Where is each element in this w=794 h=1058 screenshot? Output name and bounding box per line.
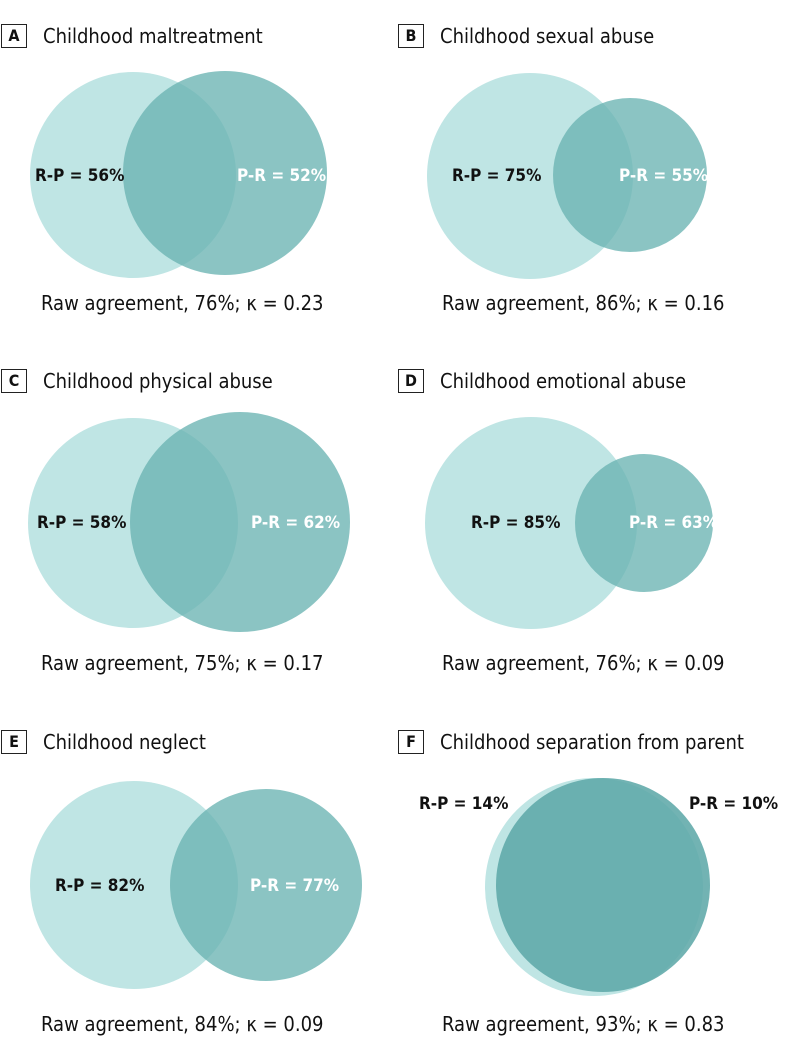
panel-a: A Childhood maltreatment R-P = 56% P-R =… [0, 0, 397, 352]
panel-b: B Childhood sexual abuse R-P = 75% P-R =… [397, 0, 794, 352]
label-pr: P-R = 63% [629, 513, 718, 533]
panel-letter: C [1, 369, 27, 393]
panel-letter: A [1, 24, 27, 48]
circle-pr [496, 778, 710, 992]
label-rp: R-P = 82% [55, 876, 144, 896]
panel-letter: F [398, 730, 424, 754]
caption: Raw agreement, 93%; κ = 0.83 [442, 1012, 725, 1036]
panel-letter: E [1, 730, 27, 754]
panel-title: Childhood separation from parent [440, 730, 744, 754]
label-pr: P-R = 55% [619, 166, 708, 186]
label-pr: P-R = 52% [237, 166, 326, 186]
panel-title: Childhood maltreatment [43, 24, 263, 48]
circle-pr [553, 98, 707, 252]
label-rp: R-P = 14% [419, 794, 508, 814]
panel-title: Childhood neglect [43, 730, 206, 754]
panel-e: E Childhood neglect R-P = 82% P-R = 77% … [0, 706, 397, 1058]
circle-rp [425, 417, 637, 629]
circle-pr [170, 789, 362, 981]
panel-letter: B [398, 24, 424, 48]
label-rp: R-P = 58% [37, 513, 126, 533]
venn-diagram: R-P = 82% P-R = 77% [30, 781, 362, 989]
caption: Raw agreement, 86%; κ = 0.16 [442, 291, 725, 315]
circle-pr [575, 454, 713, 592]
caption: Raw agreement, 75%; κ = 0.17 [41, 651, 324, 675]
panel-d: D Childhood emotional abuse R-P = 85% P-… [397, 345, 794, 697]
venn-diagram: R-P = 75% P-R = 55% [427, 73, 708, 279]
label-rp: R-P = 56% [35, 166, 124, 186]
circle-pr [130, 412, 350, 632]
panel-title: Childhood emotional abuse [440, 369, 687, 393]
venn-diagram: R-P = 85% P-R = 63% [425, 417, 718, 629]
panel-c: C Childhood physical abuse R-P = 58% P-R… [0, 345, 397, 697]
panel-title: Childhood physical abuse [43, 369, 273, 393]
label-pr: P-R = 62% [251, 513, 340, 533]
panel-title: Childhood sexual abuse [440, 24, 655, 48]
panel-f: F Childhood separation from parent R-P =… [397, 706, 794, 1058]
caption: Raw agreement, 76%; κ = 0.23 [41, 291, 324, 315]
venn-diagram: R-P = 56% P-R = 52% [30, 71, 327, 278]
circle-pr [123, 71, 327, 275]
caption: Raw agreement, 76%; κ = 0.09 [442, 651, 725, 675]
panel-letter: D [398, 369, 424, 393]
caption: Raw agreement, 84%; κ = 0.09 [41, 1012, 324, 1036]
label-rp: R-P = 85% [471, 513, 560, 533]
label-pr: P-R = 10% [689, 794, 778, 814]
label-pr: P-R = 77% [250, 876, 339, 896]
label-rp: R-P = 75% [452, 166, 541, 186]
venn-diagram: R-P = 58% P-R = 62% [28, 412, 350, 632]
venn-diagram: R-P = 14% P-R = 10% [419, 778, 778, 996]
